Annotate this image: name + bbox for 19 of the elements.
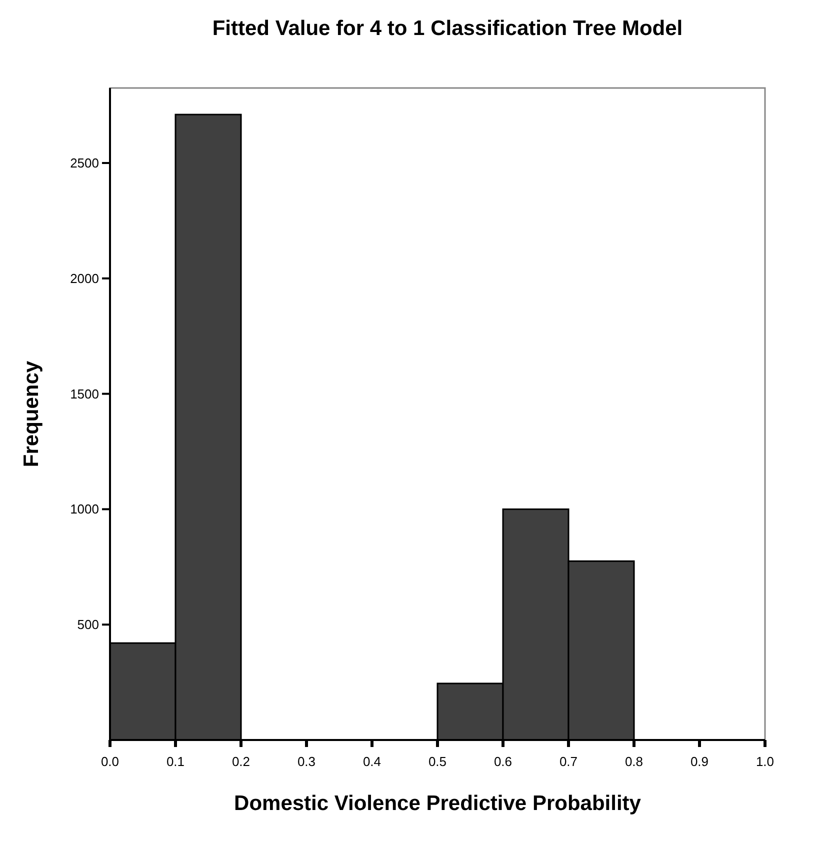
x-tick-label: 0.5 bbox=[428, 754, 447, 769]
x-tick-label: 0.2 bbox=[232, 754, 250, 769]
x-tick-label: 0.7 bbox=[559, 754, 578, 769]
y-tick-label: 2000 bbox=[70, 270, 99, 286]
x-tick-label: 0.1 bbox=[166, 754, 185, 769]
x-tick-label: 0.8 bbox=[624, 754, 644, 769]
y-axis-title: Frequency bbox=[20, 360, 43, 468]
y-tick-label: 500 bbox=[77, 617, 99, 632]
y-tick-label: 1000 bbox=[70, 502, 99, 517]
x-axis-title: Domestic Violence Predictive Probability bbox=[234, 792, 642, 815]
x-tick-label: 1.0 bbox=[756, 754, 774, 769]
chart-title: Fitted Value for 4 to 1 Classification Tree Model bbox=[212, 17, 683, 40]
x-tick-label: 0.9 bbox=[690, 754, 709, 769]
y-tick-label: 2500 bbox=[70, 156, 99, 171]
x-tick-label: 0.4 bbox=[362, 754, 382, 769]
y-tick-label: 1500 bbox=[70, 386, 99, 402]
x-tick-label: 0.3 bbox=[297, 754, 316, 769]
x-tick-label: 0.6 bbox=[494, 754, 512, 769]
x-tick-label: 0.0 bbox=[100, 754, 120, 769]
